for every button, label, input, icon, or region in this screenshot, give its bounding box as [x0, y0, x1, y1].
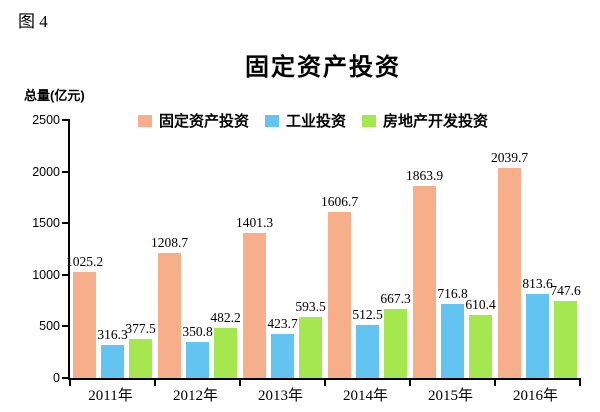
- bar-value-label: 482.2: [210, 310, 241, 326]
- legend-swatch-icon: [362, 114, 376, 127]
- bar-value-label: 316.3: [97, 327, 128, 343]
- legend: 固定资产投资 工业投资 房地产开发投资: [48, 110, 578, 131]
- bar: 667.3: [380, 291, 411, 378]
- legend-item: 工业投资: [264, 110, 346, 131]
- bar: 423.7: [267, 316, 298, 378]
- y-tick-mark: [62, 119, 70, 121]
- bar: 1606.7: [321, 194, 358, 378]
- bar-value-label: 667.3: [380, 291, 411, 307]
- x-tick-mark: [239, 378, 241, 386]
- bar: 813.6: [522, 276, 553, 378]
- y-tick-mark: [62, 325, 70, 328]
- bar-value-label: 813.6: [522, 276, 553, 291]
- bar: 2039.7: [491, 150, 528, 378]
- legend-swatch-icon: [137, 114, 152, 127]
- bar: 593.5: [295, 299, 326, 378]
- bar: 512.5: [352, 307, 383, 378]
- x-axis-category-label: 2015年: [427, 388, 473, 404]
- bar-group: 1863.9 716.8 610.4: [406, 120, 496, 378]
- bar: 1208.7: [151, 235, 188, 378]
- legend-label: 房地产开发投资: [383, 113, 489, 130]
- x-tick-mark: [324, 378, 326, 386]
- x-axis-labels: 2011年 2012年 2013年 2014年 2015年 2016年: [68, 384, 578, 405]
- y-tick-label: 1500: [32, 216, 60, 231]
- y-axis-label: 总量(亿元): [24, 88, 85, 103]
- bar-value-label: 423.7: [267, 316, 298, 332]
- bar-value-label: 1863.9: [405, 167, 444, 183]
- bar-value-label: 1208.7: [150, 235, 189, 251]
- y-tick-mark: [62, 170, 70, 173]
- bar-value-label: 512.5: [352, 307, 383, 323]
- bar: 747.6: [550, 283, 581, 378]
- y-tick-label: 2000: [32, 164, 60, 179]
- bar: 1025.2: [66, 254, 103, 378]
- legend-label: 工业投资: [285, 113, 346, 130]
- bar-value-label: 1401.3: [235, 215, 274, 231]
- bar: 1863.9: [406, 168, 443, 378]
- bar-value-label: 1606.7: [320, 194, 359, 210]
- bar-value-label: 377.5: [125, 321, 156, 336]
- x-tick-mark: [579, 378, 581, 386]
- bar-groups: 1025.2 316.3 377.5 1208.7 350.8 482.2 1401.3 42…: [66, 120, 581, 378]
- legend-item: 固定资产投资: [137, 110, 249, 131]
- legend-label: 固定资产投资: [158, 113, 249, 130]
- bar: 350.8: [182, 324, 213, 378]
- bar: 716.8: [437, 286, 468, 378]
- plot-area: 1025.2 316.3 377.5 1208.7 350.8 482.2 1401.3 42…: [32, 113, 581, 386]
- y-tick-label: 2500: [32, 113, 60, 127]
- legend-item: 房地产开发投资: [362, 110, 488, 131]
- x-tick-mark: [409, 378, 411, 386]
- figure-label: 图 4: [18, 12, 48, 31]
- y-tick-mark: [62, 377, 70, 379]
- bar-value-label: 1025.2: [65, 254, 104, 270]
- bar-value-label: 610.4: [465, 297, 496, 312]
- x-axis-category-label: 2012年: [172, 388, 218, 404]
- bar: 1401.3: [236, 215, 273, 378]
- bar-group: 2039.7 813.6 747.6: [491, 120, 581, 378]
- bar-group: 1606.7 512.5 667.3: [321, 120, 411, 378]
- x-tick-mark: [154, 378, 156, 386]
- x-tick-mark: [69, 378, 71, 386]
- y-tick-label: 0: [53, 371, 60, 385]
- bar: 316.3: [97, 327, 128, 378]
- bar-value-label: 2039.7: [490, 149, 529, 165]
- legend-swatch-icon: [264, 114, 279, 127]
- bar-value-label: 593.5: [295, 298, 326, 314]
- bar-group: 1208.7 350.8 482.2: [151, 120, 241, 378]
- bar-group: 1025.2 316.3 377.5: [66, 120, 156, 378]
- bar: 482.2: [210, 310, 241, 378]
- bar-value-label: 716.8: [437, 286, 468, 301]
- y-tick-label: 500: [39, 319, 60, 334]
- chart-title: 固定资产投资: [245, 54, 401, 81]
- x-axis-category-label: 2011年: [88, 388, 133, 404]
- x-axis-category-label: 2016年: [512, 388, 558, 404]
- x-tick-mark: [494, 378, 496, 386]
- bar: 377.5: [125, 321, 156, 378]
- bar: 610.4: [465, 297, 496, 378]
- y-tick-label: 1000: [32, 267, 60, 282]
- y-tick-mark: [62, 273, 70, 276]
- bar-value-label: 350.8: [182, 323, 213, 339]
- y-tick-mark: [62, 222, 70, 225]
- bar-value-label: 747.6: [550, 282, 581, 298]
- x-axis-category-label: 2013年: [257, 388, 303, 404]
- x-axis-category-label: 2014年: [342, 388, 388, 404]
- bar-group: 1401.3 423.7 593.5: [236, 120, 326, 378]
